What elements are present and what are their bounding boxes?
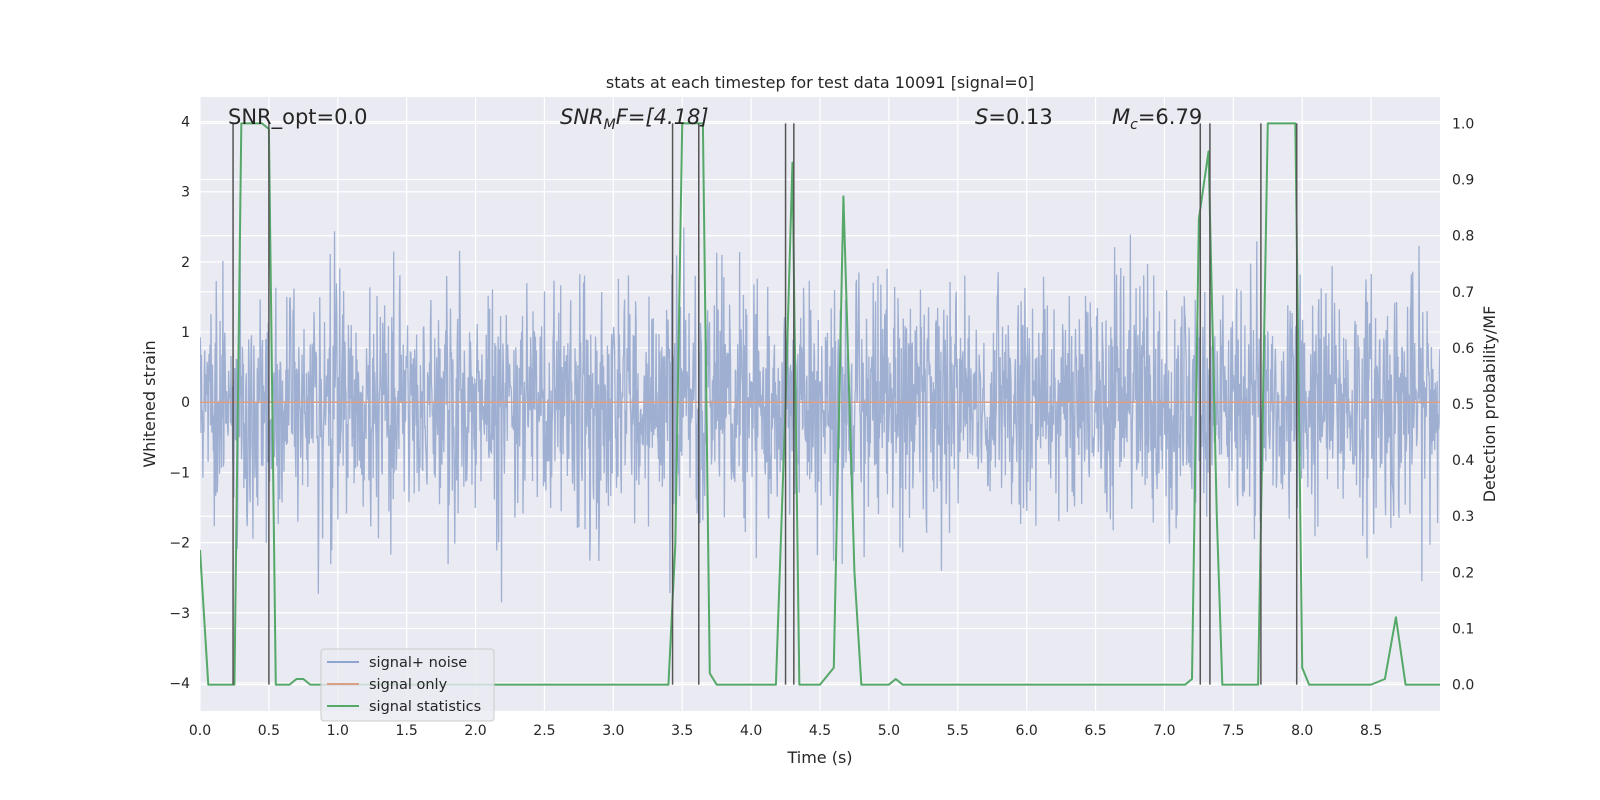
right-y-tick-label: 0.0 [1452,678,1474,694]
x-tick-label: 8.0 [1291,723,1313,739]
right-y-tick-label: 0.1 [1452,621,1474,637]
annotation-snr-opt: SNR_opt=0.0 [228,105,368,130]
x-tick-label: 1.0 [327,723,349,739]
x-tick-label: 0.0 [189,723,211,739]
signal-noise-line [200,193,1440,603]
x-tick-label: 8.5 [1360,723,1382,739]
legend-box [320,648,495,722]
right-y-tick-label: 0.8 [1452,229,1474,245]
left-y-gridlines [200,120,1440,684]
x-tick-label: 4.5 [809,723,831,739]
left-y-tick-label: 2 [181,255,190,271]
x-axis-label: Time (s) [786,748,852,767]
signal-noise-series [200,193,1440,603]
right-y-tick-label: 1.0 [1452,116,1474,132]
legend-label-signal-only: signal only [369,677,448,693]
left-y-tick-label: −4 [169,676,190,692]
legend-label-signal-statistics: signal statistics [369,699,481,715]
left-y-tick-label: 4 [181,115,190,131]
left-y-tick-label: 1 [181,325,190,341]
signal-statistics-line [200,122,1440,686]
x-tick-label: 5.0 [878,723,900,739]
left-y-tick-label: −3 [169,606,190,622]
x-tick-label: 5.5 [947,723,969,739]
x-tick-labels: 0.0 0.5 1.0 1.5 2.0 2.5 3.0 3.5 4.0 4.5 5.0 5.5 6.0 6… [189,723,1382,739]
left-y-axis-label: Whitened strain [140,340,159,467]
x-tick-label: 3.0 [602,723,624,739]
right-y-axis-label: Detection probability/MF [1480,306,1499,503]
right-y-tick-label: 0.7 [1452,285,1474,301]
left-y-tick-labels: −4 −3 −2 −1 0 1 2 3 4 [169,115,190,692]
x-tick-label: 0.5 [258,723,280,739]
x-tick-label: 4.0 [740,723,762,739]
left-y-tick-label: 0 [181,395,190,411]
chart-title: stats at each timestep for test data 100… [606,73,1034,92]
left-y-tick-label: −1 [169,465,190,481]
x-tick-label: 7.0 [1153,723,1175,739]
x-tick-label: 2.5 [533,723,555,739]
x-tick-label: 1.5 [396,723,418,739]
right-y-tick-label: 0.6 [1452,341,1474,357]
annotation-mc: Mc=6.79 [1112,105,1202,133]
left-y-tick-label: 3 [181,185,190,201]
right-y-tick-label: 0.3 [1452,509,1474,525]
annotation-s: S=0.13 [975,105,1053,129]
right-y-tick-label: 0.4 [1452,453,1474,469]
legend: signal+ noise signal only signal statist… [320,648,495,722]
right-y-tick-label: 0.2 [1452,565,1474,581]
x-tick-label: 2.0 [464,723,486,739]
signal-statistics-series [200,122,1440,686]
detection-vertical-lines [232,123,1298,685]
x-tick-label: 6.5 [1084,723,1106,739]
right-y-tick-labels: 0.0 0.1 0.2 0.3 0.4 0.5 0.6 0.7 0.8 0.9 1.0 [1452,116,1474,693]
x-tick-label: 7.5 [1222,723,1244,739]
left-y-tick-label: −2 [169,536,190,552]
right-y-tick-label: 0.5 [1452,397,1474,413]
legend-label-signal-noise: signal+ noise [369,655,467,671]
right-y-tick-label: 0.9 [1452,173,1474,189]
x-tick-label: 6.0 [1016,723,1038,739]
annotation-snr-mf: SNRMF=[4.18] [560,105,709,133]
x-tick-label: 3.5 [671,723,693,739]
